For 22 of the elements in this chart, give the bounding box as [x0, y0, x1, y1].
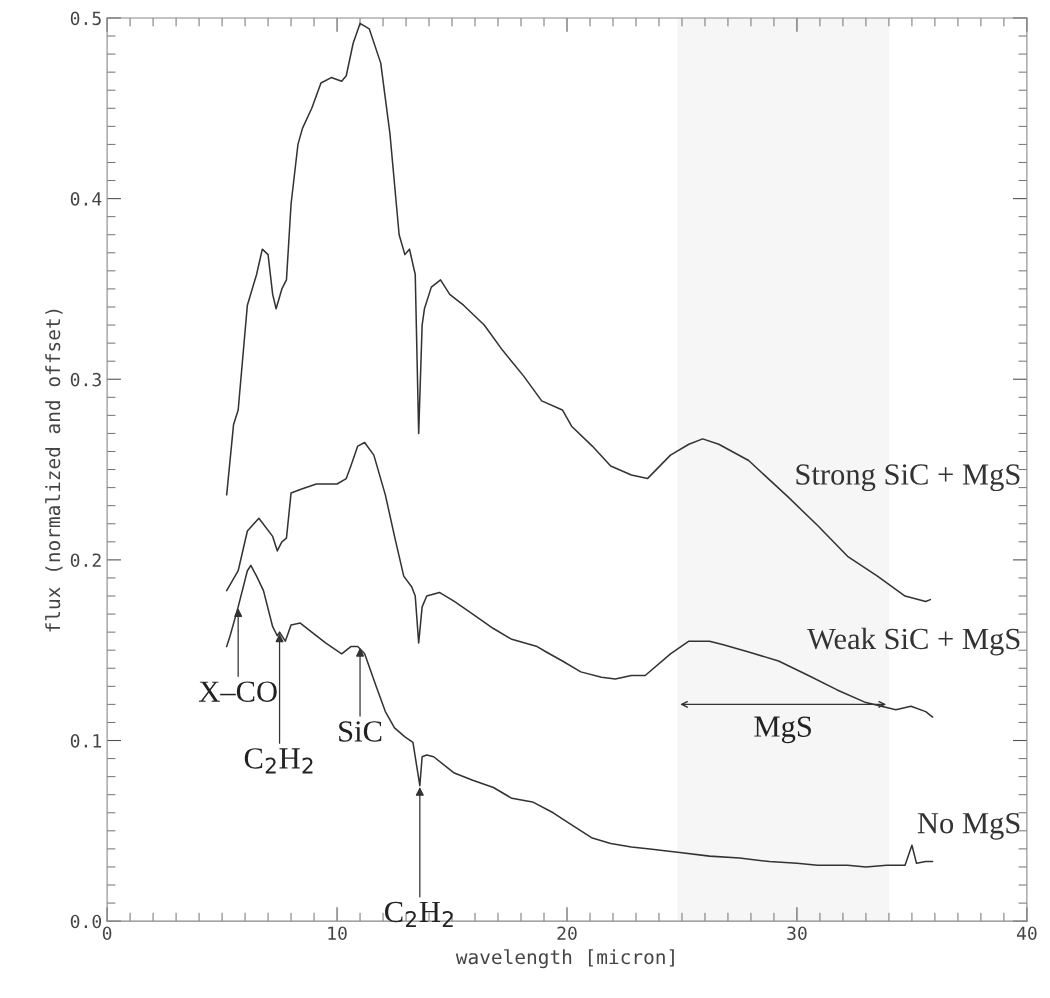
annotation: X–CO — [198, 681, 277, 702]
y-tick-label: 0.5 — [70, 11, 101, 26]
y-tick-label: 0.4 — [70, 192, 102, 206]
y-axis-title: flux (normalized and offset) — [45, 309, 63, 632]
x-tick-label: 40 — [1016, 926, 1037, 941]
x-tick-label: 30 — [787, 926, 807, 941]
annotation: SiC — [339, 721, 382, 742]
x-tick-label: 20 — [557, 926, 577, 941]
series-label: No MgS — [917, 812, 1020, 840]
y-tick-label: 0.3 — [70, 372, 101, 387]
annotation: C$_{2}$H$_{2}$ — [244, 748, 313, 774]
y-tick-label: 0.1 — [70, 734, 102, 748]
series-label: Strong SiC + MgS — [796, 464, 1020, 492]
line-series — [225, 22, 932, 603]
y-tick-label: 0.0 — [70, 914, 102, 929]
x-axis-title: wavelength [micron] — [455, 949, 674, 969]
band-label: MgS — [754, 716, 811, 744]
annotation: C$_{2}$H$_{2}$ — [385, 901, 453, 927]
x-tick-label: 0 — [102, 926, 112, 941]
series-label: Weak SiC + MgS — [807, 627, 1020, 656]
y-tick-label: 0.2 — [70, 553, 101, 568]
x-tick-label: 10 — [328, 926, 347, 941]
